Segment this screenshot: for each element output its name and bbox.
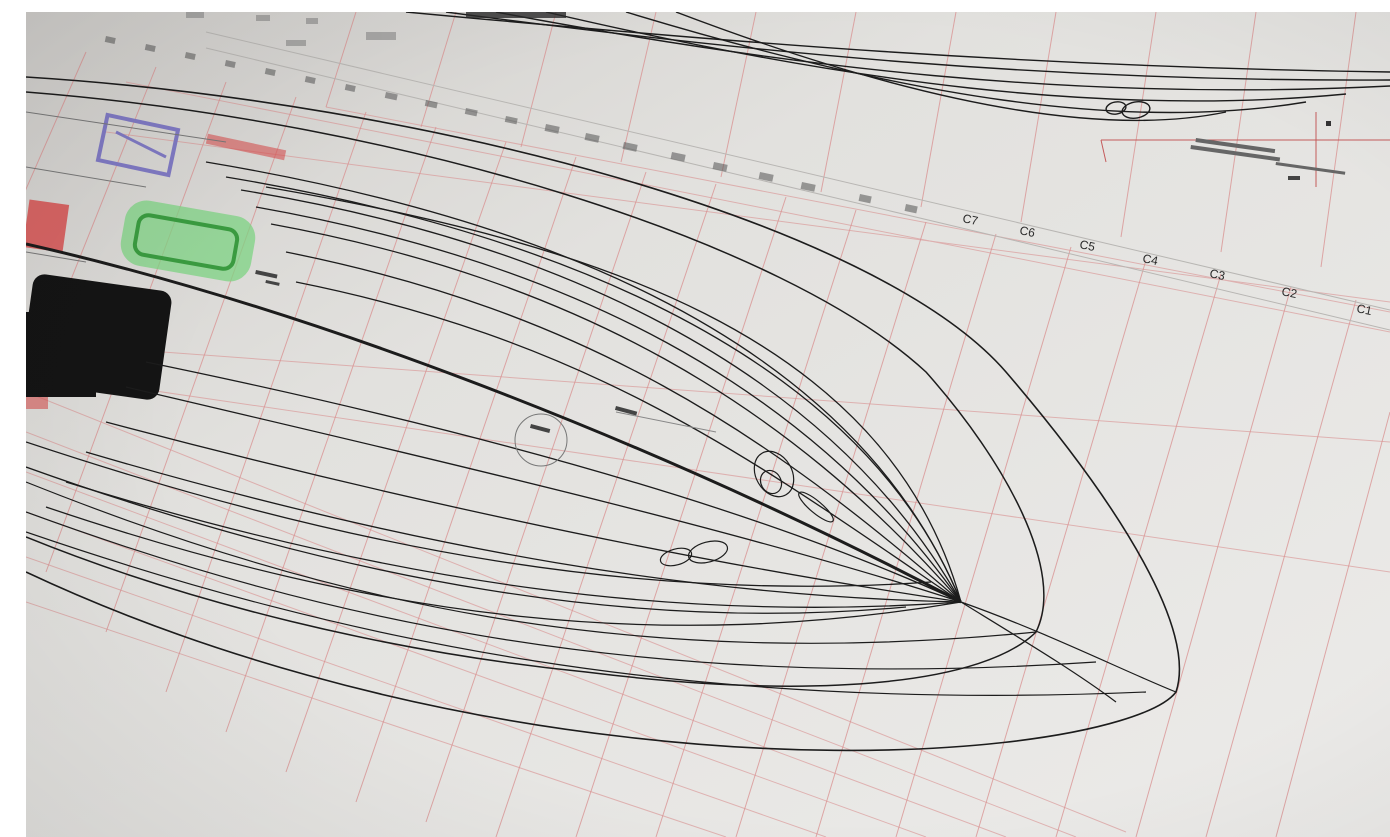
photo-border-top [0, 0, 1390, 12]
photo-vignette [26, 12, 1390, 837]
drawing-sheet: C1 C2 C3 C4 C5 C6 C7 [26, 12, 1390, 837]
photo-border-left [0, 0, 26, 837]
